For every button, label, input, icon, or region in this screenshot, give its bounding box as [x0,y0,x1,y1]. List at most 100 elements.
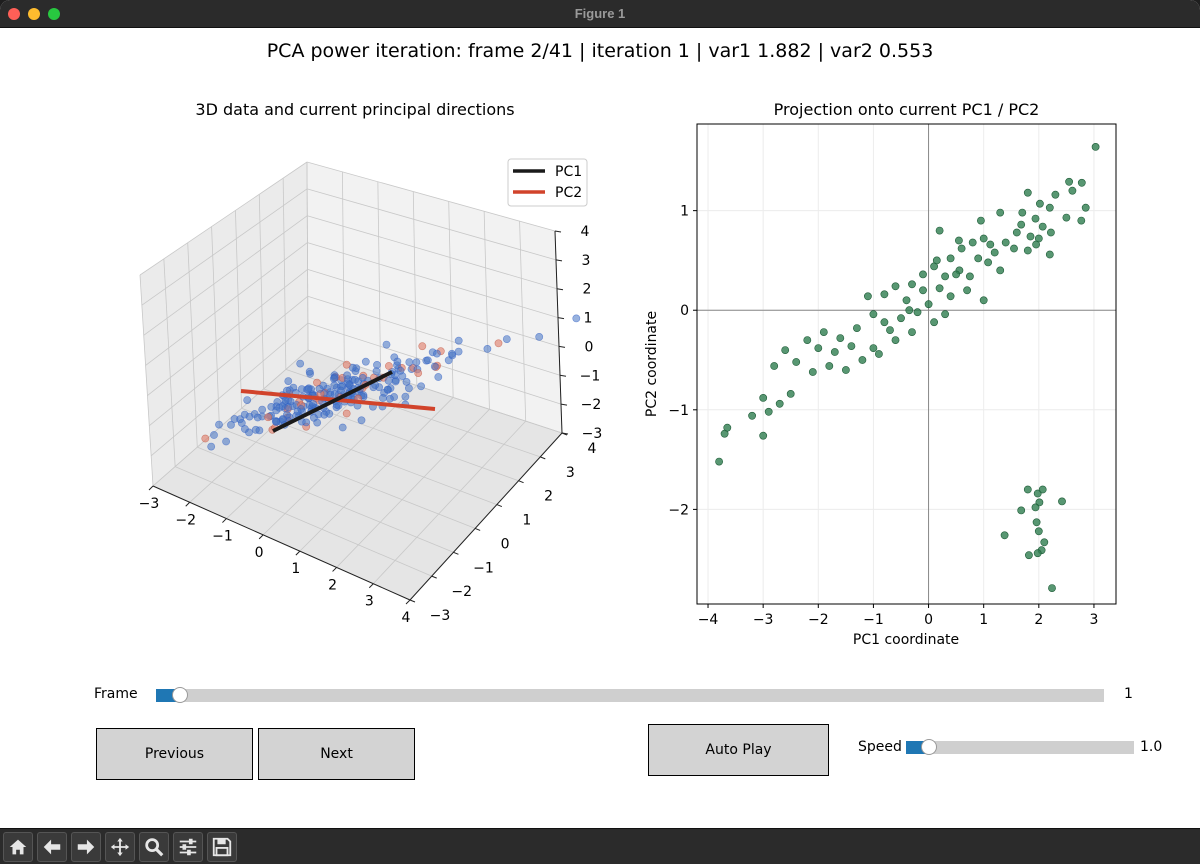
projection-point [979,234,988,243]
projection-point [913,308,922,317]
data-point-3d [378,394,387,402]
z-tick [559,374,567,377]
data-point-3d [245,412,254,421]
configure-icon[interactable] [173,832,203,862]
pc-direction-lines [240,370,436,433]
projection-point [715,457,723,466]
projection-point [869,344,878,352]
speed-slider[interactable] [906,739,1134,755]
save-icon[interactable] [207,832,237,862]
projection-point [1068,186,1077,195]
z-axis-line [554,230,563,434]
minimize-window-button[interactable] [28,8,40,20]
auto-play-button[interactable]: Auto Play [648,724,829,776]
projection-point [759,393,768,402]
next-button[interactable]: Next [258,728,415,780]
data-point-3d [251,425,260,434]
data-point-3d [309,399,317,408]
projection-point [1017,506,1026,515]
data-point-3d [447,349,456,358]
y-tick-label: −1 [473,560,494,576]
y-axis-label: PC2 coordinate [644,311,660,417]
y-tick [409,599,416,603]
projection-point [1040,538,1049,547]
forward-arrow-icon[interactable] [71,832,101,862]
y-tick-label: −1 [668,403,689,419]
projection-point [1031,214,1040,223]
projection-point [990,248,999,257]
maximize-window-button[interactable] [48,8,60,20]
data-point-3d [315,384,324,393]
back-arrow-icon[interactable] [37,832,67,862]
projection-point [858,356,867,364]
x-tick [258,534,264,540]
previous-button[interactable]: Previous [96,728,253,780]
projection-point [1038,222,1047,231]
grid-line [448,201,454,398]
pan-icon[interactable] [105,832,135,862]
x-tick-label: 1 [291,561,300,577]
projection-point [886,326,894,334]
projection-point [1017,220,1026,229]
data-point-3d [296,359,305,368]
data-point-3d [253,413,262,422]
z-tick [554,230,562,233]
projection-point [880,318,889,327]
x-tick-label: −1 [863,612,884,628]
data-point-3d [264,413,272,422]
y-tick [540,456,546,460]
projection-point [986,240,995,249]
y-tick [474,527,481,531]
y-tick-label: 4 [588,441,597,457]
projection-point [1031,503,1040,512]
grid-line [412,191,418,386]
projection-point [1081,203,1090,212]
z-tick-label: 0 [585,339,594,355]
x-tick-label: 2 [328,577,337,593]
projection-point [932,256,941,265]
data-point-3d [412,358,421,367]
data-point-3d [393,357,402,366]
projection-point [836,334,845,342]
x-tick [368,583,374,589]
projection-point [781,346,790,354]
projection-axes[interactable]: −4 −3 −2 −1 0 1 2 3 −2 −1 0 1 PC1 coordinate PC2 co… [620,108,1180,688]
data-point-3d [227,420,235,429]
projection-point [946,254,955,263]
legend-pc1-label: PC1 [555,164,582,180]
frame-slider-handle[interactable] [171,687,188,703]
projection-point [908,328,916,336]
projection-point [954,236,963,245]
projection-point [748,411,756,420]
frame-slider[interactable] [156,687,1104,703]
x-tick [332,567,337,572]
legend-pc2-label: PC2 [555,185,582,201]
projection-point [1000,531,1009,540]
grid-line [149,295,308,427]
grid-line [139,274,154,487]
y-tick-label: 0 [501,536,510,552]
projection-point [924,300,933,309]
projection-point [979,296,988,305]
grid-line [336,409,490,568]
data-point-3d [385,394,394,403]
projection-point [1046,228,1055,237]
projection-point [984,258,992,267]
projection-point [1010,244,1018,253]
zoom-icon[interactable] [139,832,169,862]
speed-slider-handle[interactable] [920,739,937,755]
x-tick-label: −2 [808,612,829,628]
projection-point [957,244,966,253]
y-tick-label: 1 [522,513,531,529]
data-point-3d [418,342,427,351]
z-tick [561,432,569,435]
data-point-3d [396,366,405,375]
data-point-3d [237,419,246,427]
close-window-button[interactable] [8,8,20,20]
home-icon[interactable] [3,832,33,862]
data-point-3d [281,396,290,405]
data-point-3d [483,344,492,353]
projection-point [1038,485,1047,494]
